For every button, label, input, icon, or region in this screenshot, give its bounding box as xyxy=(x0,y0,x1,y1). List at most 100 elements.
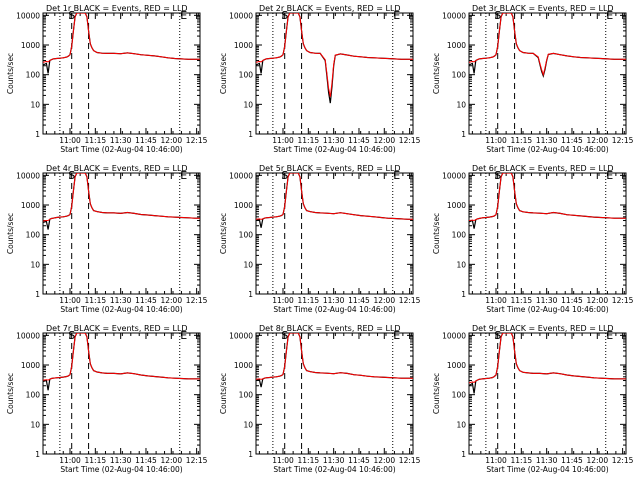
end-marker: E xyxy=(606,169,613,182)
plot-frame xyxy=(42,12,201,135)
x-axis-label: Start Time (02-Aug-04 10:46:00) xyxy=(60,305,182,314)
x-tick-label: 12:15 xyxy=(186,136,208,145)
y-tick-label: 1000 xyxy=(234,201,253,210)
events-series-line xyxy=(256,173,413,228)
y-tick-label: 10 xyxy=(243,260,253,269)
detector-panel: Det 1r BLACK = Events, RED = LLD 1 10 100 10… xyxy=(6,4,208,154)
y-tick-label: 100 xyxy=(26,71,41,80)
panel-title: Det 6r BLACK = Events, RED = LLD xyxy=(472,164,614,173)
x-tick-label: 11:15 xyxy=(511,456,533,465)
x-tick-label: 12:00 xyxy=(373,296,395,305)
detector-panel: Det 7r BLACK = Events, RED = LLD 1 10 100 10… xyxy=(6,324,208,474)
y-tick-label: 1000 xyxy=(21,41,40,50)
x-tick-label: 12:00 xyxy=(373,136,395,145)
events-series-line xyxy=(256,333,413,388)
detector-panel: Det 9r BLACK = Events, RED = LLD 1 10 100 10… xyxy=(432,324,634,474)
x-tick-label: 11:30 xyxy=(110,136,132,145)
panel-title: Det 5r BLACK = Events, RED = LLD xyxy=(259,164,401,173)
start-marker: S xyxy=(281,169,288,182)
y-tick-label: 10 xyxy=(243,420,253,429)
y-tick-label: 10000 xyxy=(442,171,466,180)
y-tick-label: 100 xyxy=(26,231,41,240)
detector-panel: Det 5r BLACK = Events, RED = LLD 1 10 100 10… xyxy=(219,164,421,314)
y-tick-label: 1000 xyxy=(447,361,466,370)
events-series-line xyxy=(469,173,626,229)
x-tick-label: 11:15 xyxy=(298,456,320,465)
x-tick-label: 11:30 xyxy=(536,136,558,145)
y-tick-label: 10000 xyxy=(442,331,466,340)
y-axis-label: Counts/sec xyxy=(432,213,441,254)
end-marker: E xyxy=(180,329,187,342)
y-axis-label: Counts/sec xyxy=(219,53,228,94)
plot-frame xyxy=(255,332,414,455)
x-tick-label: 12:15 xyxy=(399,456,421,465)
x-tick-label: 11:30 xyxy=(536,456,558,465)
x-tick-label: 12:00 xyxy=(160,296,182,305)
lld-series-line xyxy=(256,173,413,220)
start-marker: S xyxy=(281,9,288,22)
plot-frame xyxy=(468,332,627,455)
events-series-line xyxy=(43,173,200,230)
plot-frame xyxy=(42,172,201,295)
y-axis-label: Counts/sec xyxy=(6,373,15,414)
end-marker: E xyxy=(393,329,400,342)
y-tick-label: 10 xyxy=(456,100,466,109)
plot-frame xyxy=(468,12,627,135)
y-tick-label: 1000 xyxy=(447,201,466,210)
y-tick-label: 10000 xyxy=(229,331,253,340)
y-tick-label: 100 xyxy=(239,231,254,240)
plot-frame xyxy=(255,12,414,135)
panel-title: Det 3r BLACK = Events, RED = LLD xyxy=(472,4,614,13)
y-tick-label: 100 xyxy=(452,391,467,400)
y-tick-label: 1 xyxy=(35,450,40,459)
x-tick-label: 11:45 xyxy=(348,296,370,305)
x-axis-label: Start Time (02-Aug-04 10:46:00) xyxy=(486,145,608,154)
x-axis-label: Start Time (02-Aug-04 10:46:00) xyxy=(273,305,395,314)
lld-series-line xyxy=(469,13,626,77)
y-tick-label: 1 xyxy=(248,450,253,459)
panel-title: Det 2r BLACK = Events, RED = LLD xyxy=(259,4,401,13)
x-axis-label: Start Time (02-Aug-04 10:46:00) xyxy=(486,305,608,314)
x-tick-label: 12:00 xyxy=(586,136,608,145)
x-tick-label: 12:15 xyxy=(612,296,634,305)
start-marker: S xyxy=(494,169,501,182)
x-tick-label: 12:15 xyxy=(612,136,634,145)
x-tick-label: 11:00 xyxy=(59,296,81,305)
lld-series-line xyxy=(43,13,200,63)
y-tick-label: 1 xyxy=(461,290,466,299)
y-tick-label: 100 xyxy=(239,71,254,80)
x-tick-label: 11:15 xyxy=(298,296,320,305)
x-tick-label: 12:00 xyxy=(586,296,608,305)
y-tick-label: 10000 xyxy=(16,171,40,180)
y-tick-label: 10 xyxy=(30,100,40,109)
y-tick-label: 1 xyxy=(461,450,466,459)
y-tick-label: 10 xyxy=(456,260,466,269)
plot-frame xyxy=(255,172,414,295)
y-axis-label: Counts/sec xyxy=(6,53,15,94)
y-tick-label: 10 xyxy=(243,100,253,109)
y-tick-label: 10 xyxy=(30,260,40,269)
detector-panel: Det 6r BLACK = Events, RED = LLD 1 10 100 10… xyxy=(432,164,634,314)
lld-series-line xyxy=(469,333,626,384)
x-tick-label: 11:15 xyxy=(298,136,320,145)
y-axis-label: Counts/sec xyxy=(432,53,441,94)
x-tick-label: 11:45 xyxy=(135,456,157,465)
y-tick-label: 100 xyxy=(26,391,41,400)
x-tick-label: 11:45 xyxy=(561,296,583,305)
end-marker: E xyxy=(606,9,613,22)
y-tick-label: 10000 xyxy=(229,11,253,20)
start-marker: S xyxy=(281,329,288,342)
y-axis-label: Counts/sec xyxy=(6,213,15,254)
x-tick-label: 11:30 xyxy=(323,136,345,145)
x-axis-label: Start Time (02-Aug-04 10:46:00) xyxy=(273,465,395,474)
end-marker: E xyxy=(393,9,400,22)
x-tick-label: 11:00 xyxy=(485,296,507,305)
x-tick-label: 11:00 xyxy=(485,456,507,465)
events-series-line xyxy=(469,13,626,79)
x-tick-label: 11:30 xyxy=(110,456,132,465)
y-tick-label: 100 xyxy=(239,391,254,400)
y-tick-label: 1 xyxy=(248,130,253,139)
y-tick-label: 10 xyxy=(30,420,40,429)
y-tick-label: 1000 xyxy=(21,361,40,370)
lld-series-line xyxy=(43,173,200,222)
